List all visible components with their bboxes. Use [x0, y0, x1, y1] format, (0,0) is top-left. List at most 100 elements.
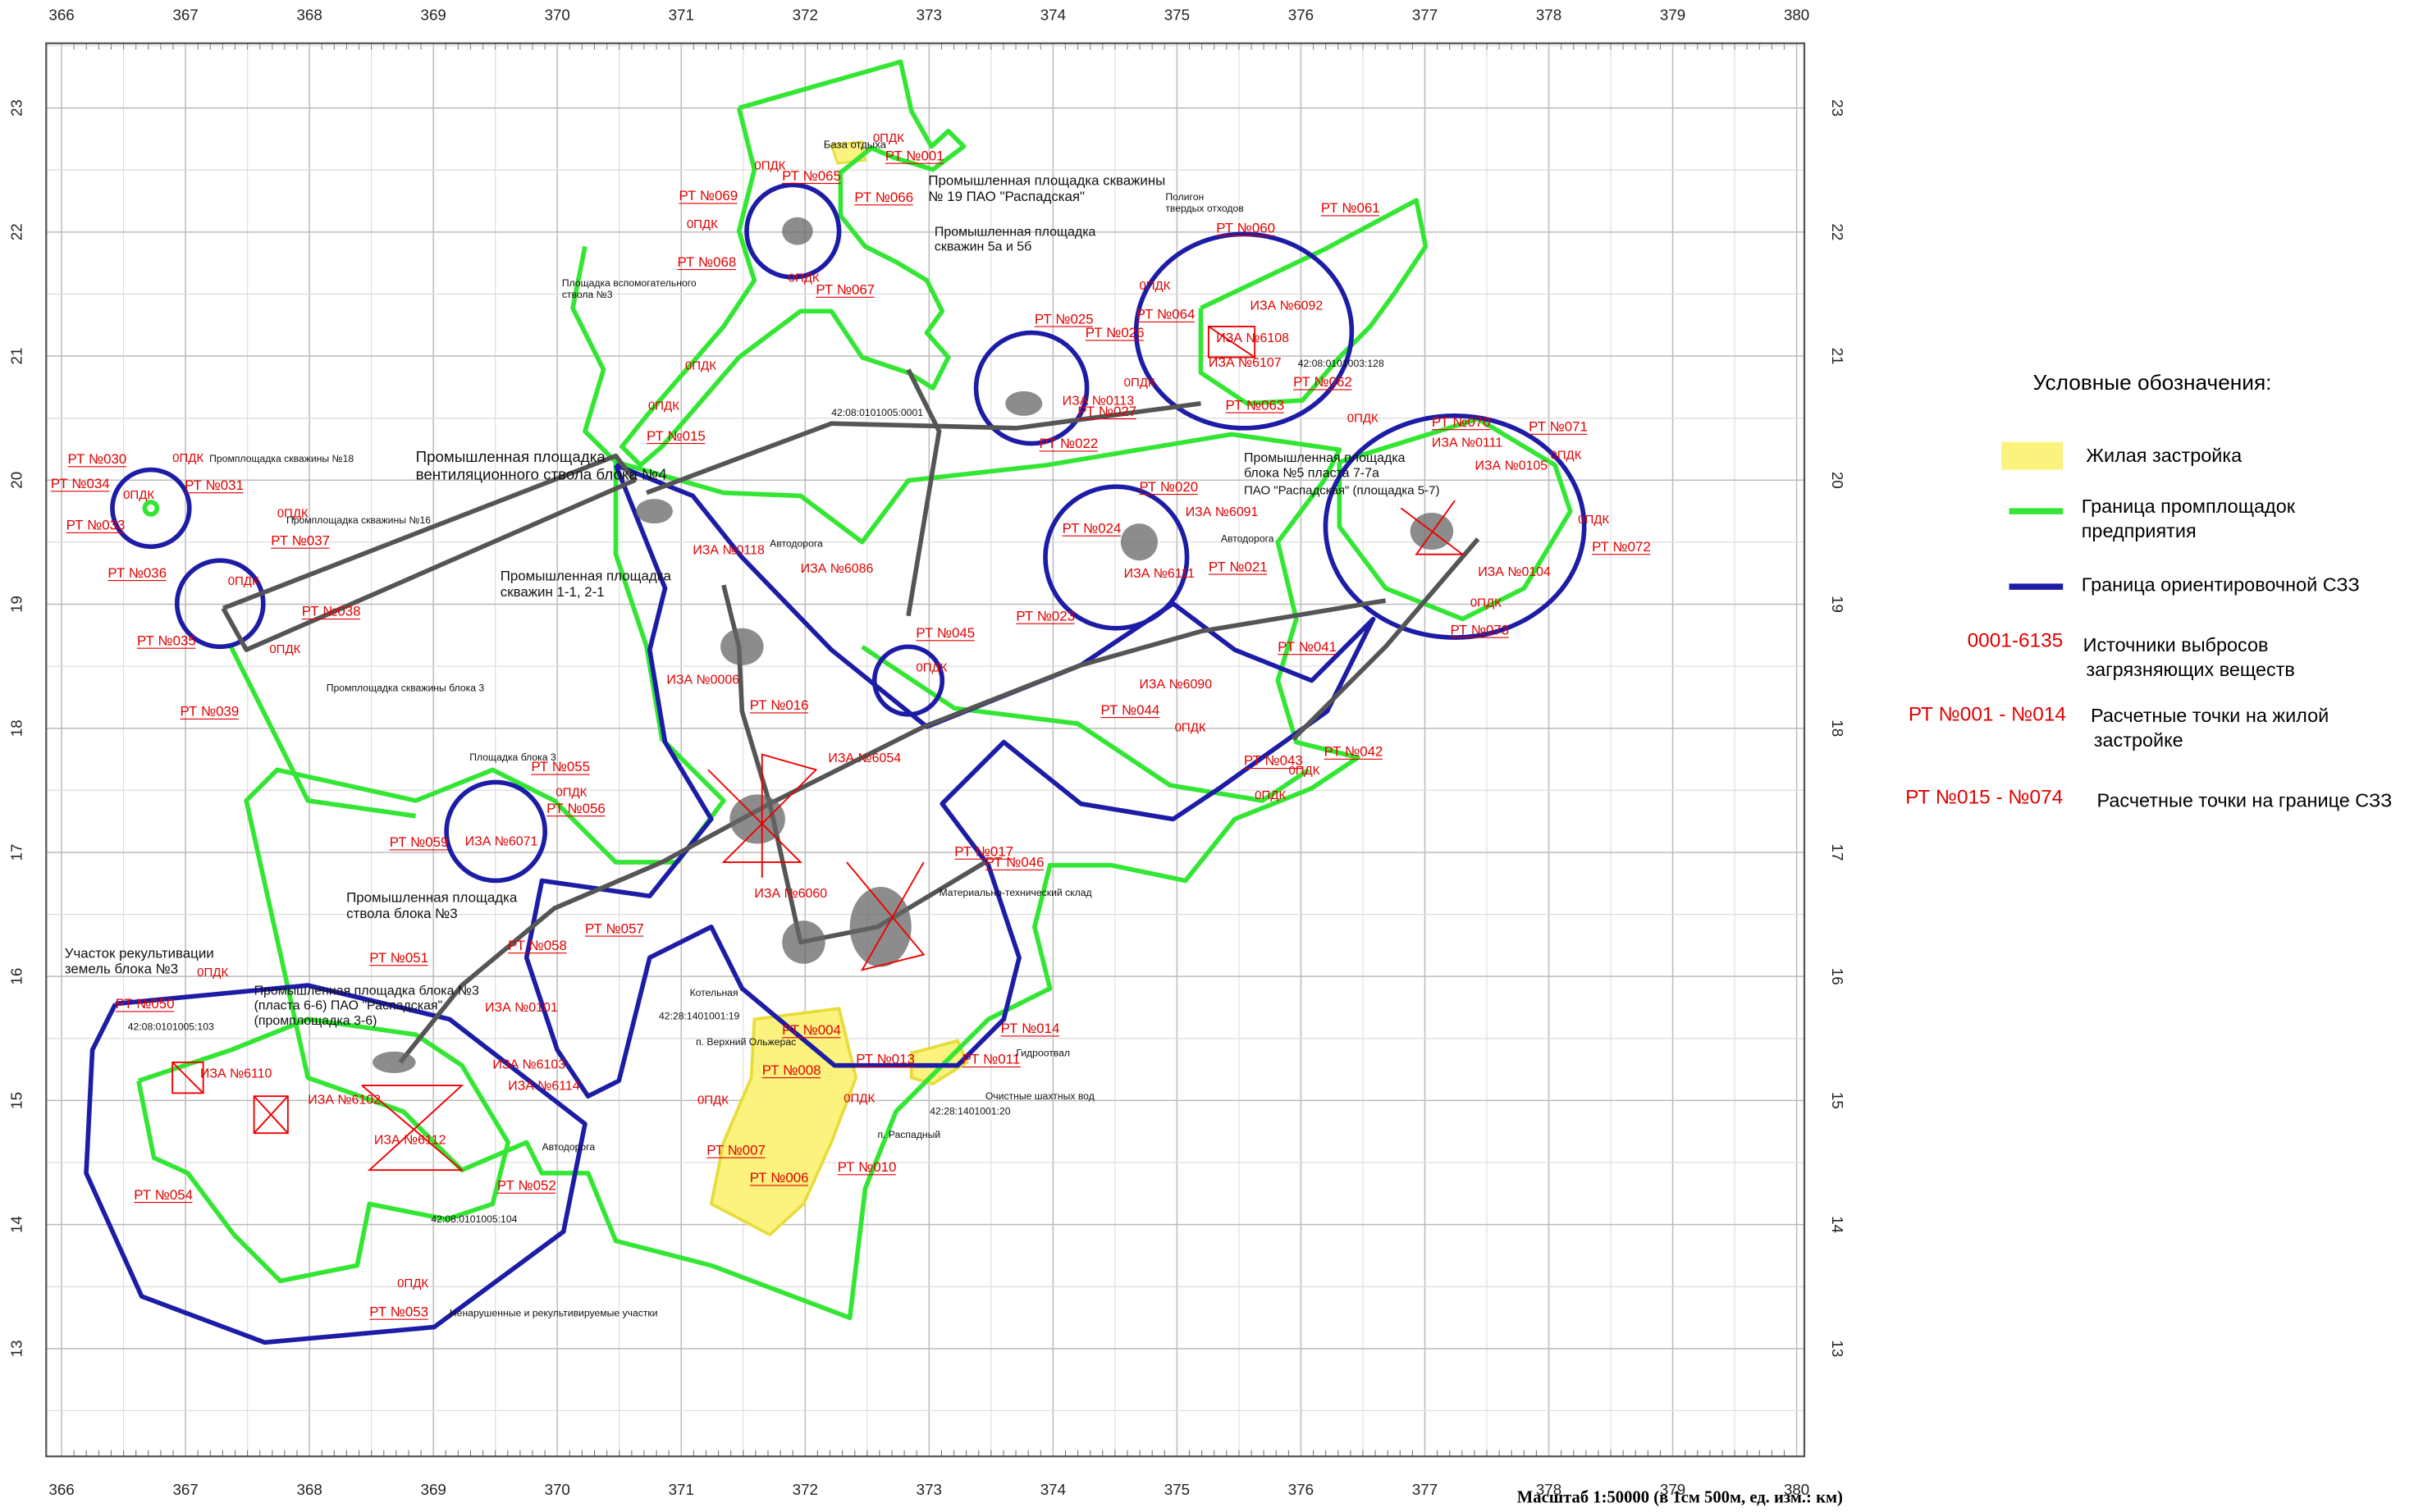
place-label-line: Площадка блока 3	[469, 751, 556, 763]
place-label-line: Промплощадка скважины №18	[209, 453, 354, 464]
place-label-line: Промышленная площадка скважины	[928, 172, 1165, 188]
iza-label: ИЗА №6054	[828, 751, 901, 765]
place-label: Промышленная площадка скважин 5а и 5б	[935, 225, 1096, 254]
place-label: п. Верхний Ольжерас	[696, 1036, 796, 1048]
rt-label: РТ №044	[1101, 702, 1160, 718]
rt-label: РТ №054	[134, 1187, 193, 1203]
legend-label: Граница ориентировочной СЗЗ	[2082, 574, 2360, 596]
pdk-label: 0ПДК	[1347, 411, 1378, 425]
x-tick-label: 369	[421, 7, 446, 24]
rt-label: РТ №062	[1293, 374, 1352, 390]
legend-label: Расчетные точки на границе СЗЗ	[2096, 789, 2392, 811]
place-label-line: Промышленная площадка	[416, 448, 606, 465]
rt-label: РТ №010	[838, 1159, 897, 1175]
road	[906, 368, 942, 617]
rt-label: РТ №007	[706, 1142, 766, 1158]
industrial-boundary	[136, 1016, 510, 1284]
place-label-line: (пласта 6-6) ПАО "Распадская"	[254, 999, 443, 1013]
rt-label: РТ №063	[1226, 397, 1285, 413]
legend-label: Жилая застройка	[2086, 445, 2243, 466]
pdk-label: 0ПДК	[648, 399, 679, 413]
rt-label: РТ №061	[1321, 200, 1380, 216]
pdk-label: 0ПДК	[844, 1092, 875, 1106]
pdk-label: 0ПДК	[269, 642, 300, 656]
pdk-label: 0ПДК	[172, 451, 203, 465]
rt-label: РТ №026	[1086, 325, 1145, 340]
x-tick-label: 371	[669, 7, 694, 24]
iza-label: ИЗА №6071	[465, 834, 538, 848]
facility	[1005, 391, 1043, 416]
szz-boundary	[174, 558, 266, 650]
road	[768, 598, 1387, 806]
rt-label: РТ №042	[1324, 744, 1383, 760]
residential-area	[709, 1007, 858, 1237]
place-label: ПАО "Распадская" (площадка 5-7)	[1244, 484, 1439, 498]
iza-label: ИЗА №6111	[1124, 567, 1195, 581]
place-label-line: 42:28:1401001:19	[659, 1010, 739, 1021]
rt-label: РТ №023	[1016, 608, 1075, 624]
place-label-line: Материально-технический склад	[940, 887, 1092, 898]
legend-swatch-residential	[2001, 441, 2064, 470]
place-label-line: Промышленная площадка блока №3	[254, 984, 479, 998]
place-label-line: (промплощадка 3-6)	[254, 1014, 377, 1028]
scale-note: Масштаб 1:50000 (в 1см 500м, ед. изм.: к…	[1517, 1488, 1843, 1506]
pdk-label: 0ПДК	[916, 660, 947, 674]
pdk-label: 0ПДК	[873, 131, 904, 145]
pdk-label: 0ПДК	[1470, 596, 1502, 610]
rt-label: РТ №064	[1136, 307, 1196, 322]
industrial-boundary	[1198, 198, 1429, 406]
pdk-label: 0ПДК	[697, 1094, 729, 1108]
road	[721, 584, 772, 805]
place-label: 42:08:0101005:103	[128, 1021, 214, 1032]
facility	[720, 628, 764, 665]
x-tick-label: 378	[1536, 1481, 1561, 1498]
y-tick-label: 20	[7, 472, 25, 489]
place-label-line: 42:08:0101005:0001	[831, 407, 923, 418]
place-label-line: Котельная	[690, 987, 738, 998]
rt-label: РТ №068	[678, 254, 737, 270]
y-tick-label: 15	[1829, 1092, 1846, 1109]
place-label-line: ствола блока №3	[346, 906, 458, 921]
x-tick-label: 373	[917, 7, 942, 24]
rt-label: РТ №001	[885, 148, 944, 163]
iza-label: ИЗА №6086	[801, 562, 874, 576]
rt-label: РТ №046	[985, 855, 1045, 870]
szz-boundary	[973, 330, 1090, 446]
y-tick-label: 19	[7, 596, 25, 613]
facilities	[373, 217, 1454, 1074]
x-tick-label: 374	[1040, 7, 1066, 24]
rt-label: РТ №021	[1209, 559, 1268, 574]
industrial-boundary	[244, 432, 1360, 1321]
pdk-label: 0ПДК	[1124, 376, 1155, 390]
pdk-label: 0ПДК	[754, 159, 785, 173]
industrial-boundary	[228, 646, 416, 819]
place-label: Автодорога	[542, 1141, 595, 1153]
x-tick-label: 371	[669, 1481, 694, 1498]
map-labels: РТ №001 РТ №065 РТ №066 РТ №069 РТ №068 РТ №0…	[51, 131, 1651, 1320]
rt-label: РТ №067	[816, 282, 875, 298]
rt-label: РТ №037	[271, 532, 330, 548]
y-tick-label: 21	[1829, 348, 1846, 365]
place-label-line: земель блока №3	[65, 962, 178, 977]
y-tick-label: 13	[7, 1340, 25, 1357]
emission-source	[361, 1085, 464, 1172]
iza-label: ИЗА №0113	[1063, 395, 1135, 409]
rt-label: РТ №039	[181, 704, 240, 719]
place-label-line: п. Распадный	[877, 1129, 940, 1140]
place-label: Автодорога	[1221, 533, 1274, 545]
y-tick-label: 22	[7, 223, 25, 240]
place-label: Промышленная площадка ствола блока №3	[346, 890, 518, 921]
road	[767, 803, 987, 945]
emission-source	[171, 1062, 204, 1094]
facility	[373, 1051, 416, 1074]
industrial-boundaries	[136, 59, 1573, 1321]
place-label-line: Промплощадка скважины №16	[286, 514, 431, 526]
place-label: 42:08:0101003:128	[1298, 358, 1384, 369]
place-label: Гидроотвал	[1016, 1047, 1070, 1058]
pdk-label: 0ПДК	[1139, 279, 1170, 293]
place-label-line: п. Верхний Ольжерас	[696, 1036, 796, 1048]
industrial-boundary	[142, 500, 160, 517]
x-tick-label: 368	[296, 1481, 322, 1498]
